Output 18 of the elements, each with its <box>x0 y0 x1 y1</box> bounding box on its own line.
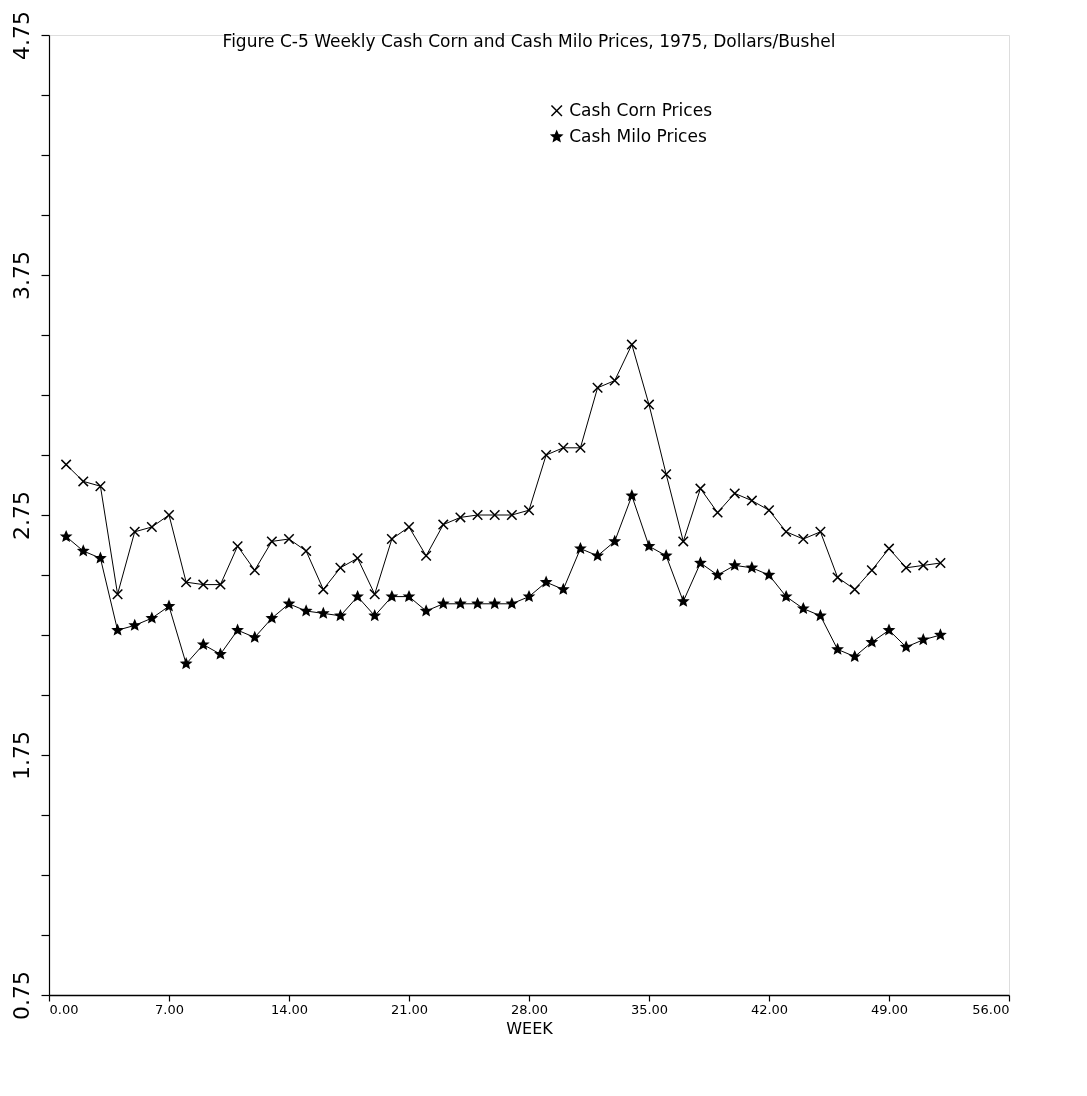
y-tick-label: 3.75 <box>8 251 34 300</box>
x-tick-label: 0.00 <box>49 1001 79 1017</box>
x-tick-label: 49.00 <box>870 1001 909 1017</box>
x-axis-title: WEEK <box>506 1018 554 1038</box>
x-tick-label: 7.00 <box>155 1001 184 1017</box>
x-tick-label: 28.00 <box>510 1001 549 1017</box>
y-tick-label: 0.75 <box>8 971 34 1020</box>
y-tick-label: 4.75 <box>8 11 34 60</box>
chart-title: Figure C-5 Weekly Cash Corn and Cash Milo Prices, 1975, Dollars/Bushel <box>222 30 836 51</box>
x-tick-label: 21.00 <box>390 1001 429 1017</box>
y-tick-label: 2.75 <box>8 491 34 540</box>
x-tick-label: 14.00 <box>270 1001 309 1017</box>
legend-label: Cash Corn Prices <box>569 99 713 120</box>
x-tick-label: 42.00 <box>750 1001 789 1017</box>
x-tick-label: 35.00 <box>630 1001 669 1017</box>
x-tick-label: 56.00 <box>972 1001 1010 1017</box>
legend-label: Cash Milo Prices <box>569 125 707 146</box>
y-tick-label: 1.75 <box>8 731 34 780</box>
